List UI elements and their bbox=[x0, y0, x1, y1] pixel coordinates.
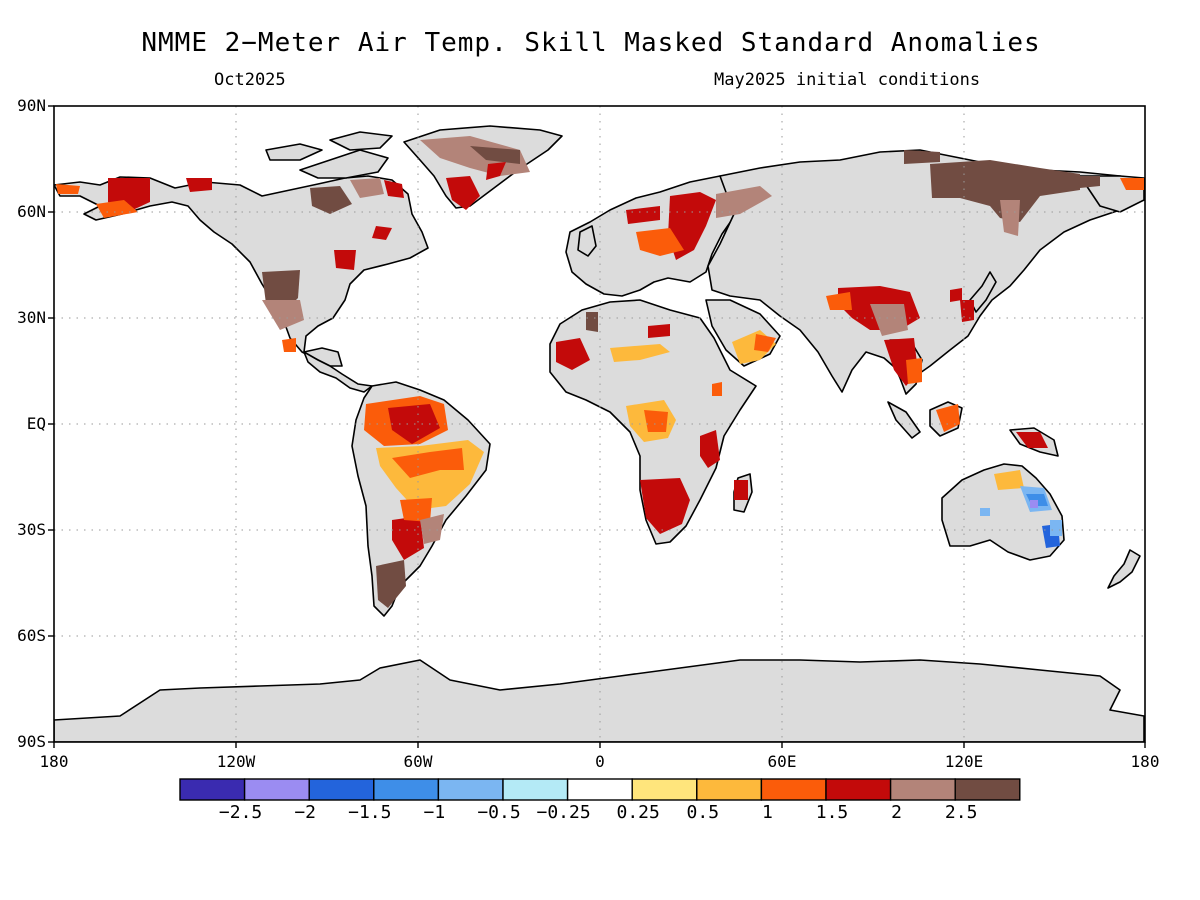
colorbar-tick-label: 0.25 bbox=[616, 802, 660, 823]
colorbar-swatch bbox=[437, 778, 504, 801]
land-antarctica bbox=[54, 659, 1145, 742]
anomaly-patches bbox=[56, 136, 1144, 608]
colorbar-swatch bbox=[889, 778, 956, 801]
lon-label-120e: 120E bbox=[944, 752, 984, 771]
land-new-zealand bbox=[1107, 549, 1141, 589]
colorbar-swatch bbox=[825, 778, 892, 801]
land-masses bbox=[54, 125, 1145, 742]
map-title: NMME 2−Meter Air Temp. Skill Masked Stan… bbox=[141, 28, 1041, 58]
colorbar-swatch bbox=[631, 778, 698, 801]
valid-month-label: Oct2025 bbox=[214, 70, 286, 90]
lon-label-0: 0 bbox=[595, 752, 605, 771]
lon-label-120w: 120W bbox=[216, 752, 256, 771]
colorbar-swatch bbox=[243, 778, 310, 801]
colorbar-swatch bbox=[696, 778, 763, 801]
colorbar-tick-label: 2 bbox=[891, 802, 903, 823]
land-japan bbox=[969, 271, 997, 313]
lat-label-eq: EQ bbox=[26, 414, 46, 433]
colorbar-tick-label: −0.5 bbox=[477, 802, 521, 823]
colorbar-swatch bbox=[373, 778, 440, 801]
land-north-america bbox=[54, 175, 429, 367]
lat-label-30n: 30N bbox=[17, 308, 46, 327]
map-panel bbox=[54, 106, 1145, 742]
lat-label-60s: 60S bbox=[17, 626, 46, 645]
land-sumatra bbox=[887, 401, 921, 439]
lon-label-180w: 180 bbox=[39, 752, 69, 771]
colorbar-tick-label: 1 bbox=[761, 802, 773, 823]
lat-label-60n: 60N bbox=[17, 202, 46, 221]
colorbar-swatch bbox=[954, 778, 1021, 801]
colorbar-swatch bbox=[760, 778, 827, 801]
lon-label-180e: 180 bbox=[1130, 752, 1160, 771]
init-conditions-label: May2025 initial conditions bbox=[714, 70, 981, 90]
colorbar-swatch bbox=[179, 778, 246, 801]
colorbar-tick-label: 1.5 bbox=[815, 802, 849, 823]
land-arctic-islands bbox=[299, 149, 389, 179]
colorbar-tick-label: −1 bbox=[423, 802, 446, 823]
lat-label-30s: 30S bbox=[17, 520, 46, 539]
lon-label-60e: 60E bbox=[767, 752, 797, 771]
colorbar bbox=[179, 778, 1021, 801]
colorbar-tick-label: −1.5 bbox=[348, 802, 392, 823]
colorbar-tick-label: 2.5 bbox=[944, 802, 978, 823]
colorbar-swatch bbox=[502, 778, 569, 801]
graticule bbox=[54, 106, 1145, 742]
lon-label-60w: 60W bbox=[403, 752, 433, 771]
lat-label-90n: 90N bbox=[17, 96, 46, 115]
colorbar-tick-label: 0.5 bbox=[686, 802, 720, 823]
map-ticks bbox=[48, 105, 1146, 748]
lat-label-90s: 90S bbox=[17, 732, 46, 751]
colorbar-tick-label: −0.25 bbox=[536, 802, 591, 823]
colorbar-swatch bbox=[308, 778, 375, 801]
colorbar-tick-label: −2 bbox=[294, 802, 317, 823]
colorbar-swatch bbox=[566, 778, 633, 801]
colorbar-tick-label: −2.5 bbox=[218, 802, 263, 823]
